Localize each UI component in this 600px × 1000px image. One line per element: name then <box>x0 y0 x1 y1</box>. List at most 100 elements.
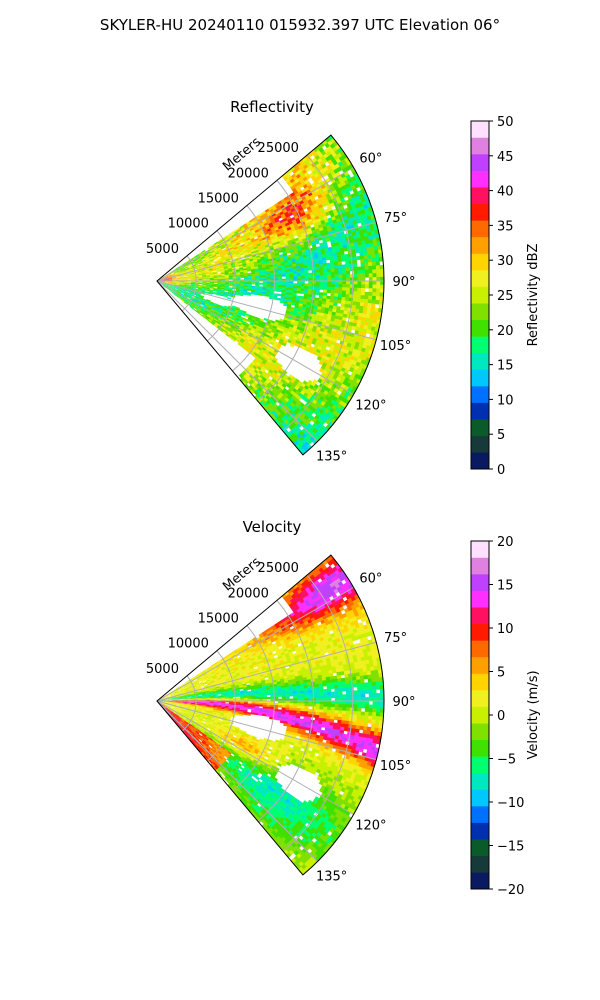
radar-cell <box>346 284 351 288</box>
radar-cell <box>199 295 205 298</box>
colorbar-tick-label: 5 <box>497 428 505 443</box>
radar-cell <box>342 284 347 288</box>
radar-cell <box>251 287 256 290</box>
radar-cell <box>179 264 184 268</box>
radar-cell <box>206 281 211 283</box>
radar-cell <box>238 651 244 656</box>
radar-cell <box>278 249 283 253</box>
radar-cell <box>231 252 236 256</box>
radar-cell <box>196 309 201 314</box>
radar-cell <box>190 261 195 264</box>
radar-cell <box>329 320 335 326</box>
radar-cell <box>220 292 225 295</box>
radar-cell <box>160 279 165 281</box>
radar-cell <box>175 273 179 276</box>
radar-cell <box>171 283 176 285</box>
radar-cell <box>175 275 180 278</box>
radar-cell <box>368 273 373 278</box>
radar-cell <box>196 309 201 313</box>
radar-cell <box>281 334 287 339</box>
radar-cell <box>181 298 186 302</box>
radar-cell <box>167 285 172 287</box>
radar-cell <box>255 367 261 373</box>
radar-cell <box>282 340 288 345</box>
radar-cell <box>214 317 219 321</box>
radar-cell <box>353 263 358 268</box>
radar-cell <box>255 241 261 245</box>
radar-cell <box>168 281 173 283</box>
radar-cell <box>234 249 240 253</box>
radar-cell <box>183 277 188 279</box>
radar-cell <box>261 245 266 249</box>
radar-cell <box>322 263 327 267</box>
radar-cell <box>276 231 281 235</box>
radar-cell <box>236 647 241 651</box>
radar-cell <box>306 259 312 263</box>
radar-cell <box>296 288 301 292</box>
radar-cell <box>224 255 229 258</box>
radar-cell <box>345 264 350 268</box>
radar-cell <box>271 228 276 233</box>
radar-cell <box>199 297 204 300</box>
radar-cell <box>190 283 195 285</box>
radar-cell <box>208 292 213 294</box>
radar-cell <box>262 238 268 243</box>
radar-cell <box>205 286 210 288</box>
radar-cell <box>281 223 287 228</box>
radar-cell <box>219 244 225 248</box>
radar-cell <box>214 261 219 264</box>
radar-cell <box>255 388 261 394</box>
radar-cell <box>187 276 192 278</box>
radar-cell <box>182 682 187 685</box>
radar-cell <box>304 272 309 276</box>
radar-cell <box>361 288 366 293</box>
radar-cell <box>357 291 362 296</box>
radar-cell <box>224 305 229 309</box>
radar-cell <box>319 242 324 247</box>
radar-cell <box>181 290 186 293</box>
radar-cell <box>188 293 193 296</box>
radar-cell <box>221 285 226 287</box>
radar-cell <box>198 298 203 301</box>
colorbar-swatch <box>471 203 489 221</box>
radar-cell <box>342 192 348 199</box>
radar-cell <box>252 225 258 230</box>
radar-cell <box>267 328 273 332</box>
colorbar-swatch <box>471 269 489 287</box>
radar-cell <box>160 282 165 285</box>
radar-cell <box>233 335 238 340</box>
radar-cell <box>280 262 285 266</box>
radar-cell <box>222 661 227 665</box>
radar-cell <box>190 284 195 286</box>
radar-cell <box>217 273 222 275</box>
radar-cell <box>170 273 175 276</box>
radar-cell <box>200 309 205 313</box>
radar-cell <box>308 280 313 284</box>
radar-cell <box>183 281 188 283</box>
radar-cell <box>279 219 285 224</box>
radar-cell <box>215 252 220 255</box>
radar-cell <box>313 305 318 310</box>
radar-cell <box>209 289 214 291</box>
radar-cell <box>192 676 197 680</box>
radar-cell <box>229 321 234 325</box>
radar-cell <box>295 295 301 299</box>
radar-cell <box>175 284 180 286</box>
radar-cell <box>319 272 324 276</box>
radar-cell <box>236 243 241 248</box>
radar-cell <box>269 628 275 633</box>
radar-cell <box>373 315 378 320</box>
radar-cell <box>325 237 331 242</box>
radar-cell <box>172 688 177 691</box>
radar-cell <box>344 218 350 224</box>
radar-cell <box>245 258 250 261</box>
radar-cell <box>203 305 208 308</box>
radar-cell <box>236 273 241 276</box>
radar-cell <box>183 294 188 298</box>
radar-cell <box>242 248 247 252</box>
radar-cell <box>250 290 256 294</box>
radar-cell <box>228 278 233 280</box>
radar-cell <box>250 249 255 253</box>
radar-cell <box>177 270 182 273</box>
radar-cell <box>206 276 211 278</box>
